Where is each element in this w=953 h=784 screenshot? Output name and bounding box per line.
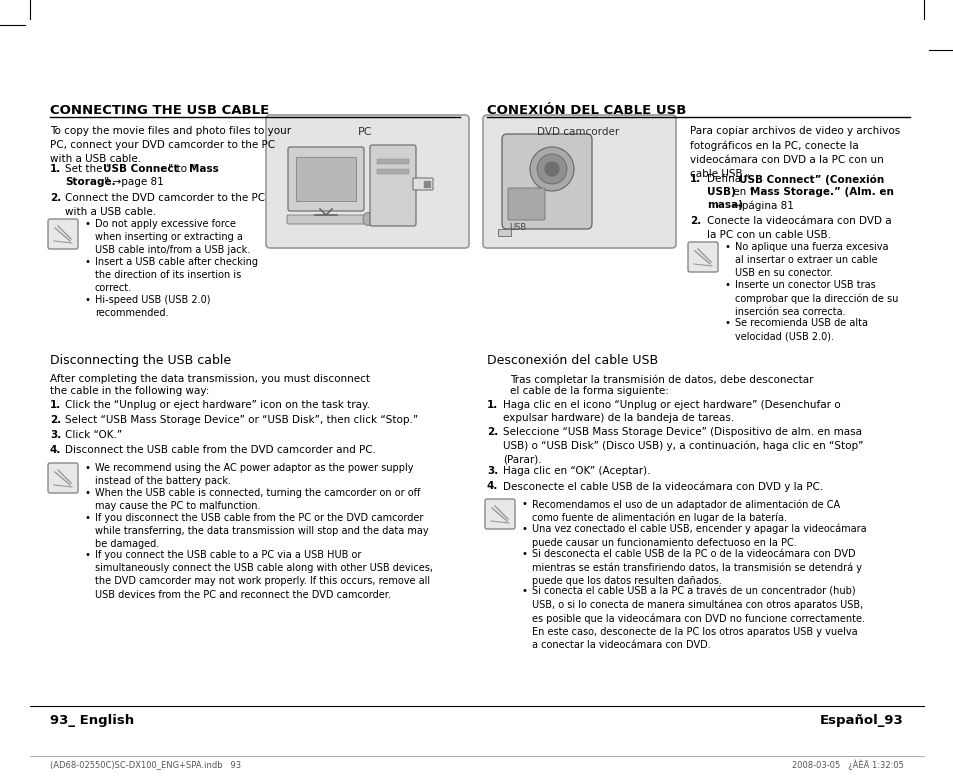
Ellipse shape — [363, 212, 373, 226]
Text: •: • — [521, 586, 527, 596]
Text: Haga clic en el icono “Unplug or eject hardware” (Desenchufar o
expulsar hardwar: Haga clic en el icono “Unplug or eject h… — [502, 400, 840, 423]
Text: 2.: 2. — [689, 216, 700, 226]
Text: PC: PC — [357, 127, 372, 137]
Text: 1.: 1. — [50, 164, 61, 174]
Text: No aplique una fuerza excesiva
al insertar o extraer un cable
USB en su conector: No aplique una fuerza excesiva al insert… — [734, 242, 887, 278]
Text: Mass Storage.” (Alm. en: Mass Storage.” (Alm. en — [749, 187, 893, 197]
Bar — [423, 181, 430, 187]
FancyBboxPatch shape — [295, 157, 355, 201]
Text: 3.: 3. — [50, 430, 61, 440]
Text: •: • — [521, 549, 527, 559]
FancyBboxPatch shape — [288, 147, 364, 211]
Text: 93_ English: 93_ English — [50, 714, 134, 727]
Circle shape — [537, 154, 566, 184]
Text: To copy the movie files and photo files to your
PC, connect your DVD camcorder t: To copy the movie files and photo files … — [50, 126, 291, 164]
Text: Connect the DVD camcorder to the PC
with a USB cable.: Connect the DVD camcorder to the PC with… — [65, 193, 265, 217]
FancyBboxPatch shape — [687, 242, 718, 272]
Text: 2.: 2. — [50, 193, 61, 203]
FancyBboxPatch shape — [48, 219, 78, 249]
Text: •: • — [85, 513, 91, 523]
Text: Mass: Mass — [189, 164, 218, 174]
Text: When the USB cable is connected, turning the camcorder on or off
may cause the P: When the USB cable is connected, turning… — [95, 488, 420, 511]
Text: Hi-speed USB (USB 2.0)
recommended.: Hi-speed USB (USB 2.0) recommended. — [95, 295, 211, 318]
Text: Desconexión del cable USB: Desconexión del cable USB — [486, 354, 658, 367]
Text: •: • — [85, 257, 91, 267]
Text: Storage.: Storage. — [65, 177, 115, 187]
Text: •: • — [724, 242, 730, 252]
Text: Español_93: Español_93 — [820, 714, 903, 727]
Text: the cable in the following way:: the cable in the following way: — [50, 386, 209, 396]
Text: Do not apply excessive force
when inserting or extracting a
USB cable into/from : Do not apply excessive force when insert… — [95, 219, 250, 256]
Text: Set the “: Set the “ — [65, 164, 111, 174]
Text: Seleccione “USB Mass Storage Device” (Dispositivo de alm. en masa
USB) o “USB Di: Seleccione “USB Mass Storage Device” (Di… — [502, 427, 862, 464]
FancyBboxPatch shape — [48, 463, 78, 493]
FancyBboxPatch shape — [287, 215, 366, 224]
Text: Si conecta el cable USB a la PC a través de un concentrador (hub)
USB, o si lo c: Si conecta el cable USB a la PC a través… — [532, 586, 864, 650]
FancyBboxPatch shape — [484, 499, 515, 529]
Text: USB Connect: USB Connect — [103, 164, 178, 174]
Text: el cable de la forma siguiente:: el cable de la forma siguiente: — [510, 386, 668, 396]
Text: 3.: 3. — [486, 466, 497, 476]
Text: •: • — [85, 219, 91, 229]
Text: 2.: 2. — [50, 415, 61, 425]
Text: 2.: 2. — [486, 427, 497, 437]
Text: 4.: 4. — [50, 445, 61, 455]
Text: DVD camcorder: DVD camcorder — [537, 127, 618, 137]
Text: •: • — [521, 499, 527, 509]
Text: Se recomienda USB de alta
velocidad (USB 2.0).: Se recomienda USB de alta velocidad (USB… — [734, 318, 867, 341]
Text: 1.: 1. — [689, 174, 700, 184]
Text: If you connect the USB cable to a PC via a USB HUB or
simultaneously connect the: If you connect the USB cable to a PC via… — [95, 550, 433, 600]
Text: en “: en “ — [729, 187, 754, 197]
Text: Para copiar archivos de video y archivos
fotográficos en la PC, conecte la
video: Para copiar archivos de video y archivos… — [689, 126, 900, 179]
Bar — [376, 159, 409, 164]
Text: Click “OK.”: Click “OK.” — [65, 430, 122, 440]
Text: 4.: 4. — [486, 481, 497, 491]
Text: USB Connect” (Conexión: USB Connect” (Conexión — [739, 174, 883, 184]
FancyBboxPatch shape — [266, 115, 469, 248]
Text: •: • — [85, 295, 91, 305]
Bar — [376, 169, 409, 174]
Text: Si desconecta el cable USB de la PC o de la videocámara con DVD
mientras se está: Si desconecta el cable USB de la PC o de… — [532, 549, 862, 586]
Text: 1.: 1. — [486, 400, 497, 410]
Text: •: • — [521, 524, 527, 534]
Text: •: • — [85, 488, 91, 498]
Text: Una vez conectado el cable USB, encender y apagar la videocámara
puede causar un: Una vez conectado el cable USB, encender… — [532, 524, 865, 548]
Text: If you disconnect the USB cable from the PC or the DVD camcorder
while transferr: If you disconnect the USB cable from the… — [95, 513, 428, 550]
Text: •: • — [724, 280, 730, 290]
FancyBboxPatch shape — [482, 115, 676, 248]
Text: ” to “: ” to “ — [168, 164, 195, 174]
Text: CONEXIÓN DEL CABLE USB: CONEXIÓN DEL CABLE USB — [486, 104, 685, 117]
Text: Desconecte el cable USB de la videocámara con DVD y la PC.: Desconecte el cable USB de la videocámar… — [502, 481, 822, 492]
Text: •: • — [85, 550, 91, 560]
Text: masa): masa) — [706, 200, 742, 210]
FancyBboxPatch shape — [370, 145, 416, 226]
Text: Select “USB Mass Storage Device” or “USB Disk”, then click “Stop.”: Select “USB Mass Storage Device” or “USB… — [65, 415, 417, 425]
FancyBboxPatch shape — [413, 178, 433, 190]
Text: Insert a USB cable after checking
the direction of its insertion is
correct.: Insert a USB cable after checking the di… — [95, 257, 257, 293]
Circle shape — [544, 162, 558, 176]
Text: ” →page 81: ” →page 81 — [104, 177, 164, 187]
Text: We recommend using the AC power adaptor as the power supply
instead of the batte: We recommend using the AC power adaptor … — [95, 463, 413, 486]
Text: Defina “: Defina “ — [706, 174, 749, 184]
Text: Recomendamos el uso de un adaptador de alimentación de CA
como fuente de aliment: Recomendamos el uso de un adaptador de a… — [532, 499, 840, 524]
Text: (AD68-02550C)SC-DX100_ENG+SPA.indb   93: (AD68-02550C)SC-DX100_ENG+SPA.indb 93 — [50, 760, 241, 769]
FancyBboxPatch shape — [498, 230, 511, 237]
FancyBboxPatch shape — [507, 188, 544, 220]
Text: Haga clic en “OK” (Aceptar).: Haga clic en “OK” (Aceptar). — [502, 466, 650, 476]
Text: CONNECTING THE USB CABLE: CONNECTING THE USB CABLE — [50, 104, 269, 117]
Text: →página 81: →página 81 — [732, 200, 793, 210]
Circle shape — [530, 147, 574, 191]
Text: USB: USB — [509, 223, 526, 232]
Text: Inserte un conector USB tras
comprobar que la dirección de su
inserción sea corr: Inserte un conector USB tras comprobar q… — [734, 280, 898, 317]
FancyBboxPatch shape — [501, 134, 592, 229]
Text: 2008-03-05   ¿ÀÈÄ 1:32:05: 2008-03-05 ¿ÀÈÄ 1:32:05 — [791, 760, 903, 771]
Text: 1.: 1. — [50, 400, 61, 410]
Text: Disconnect the USB cable from the DVD camcorder and PC.: Disconnect the USB cable from the DVD ca… — [65, 445, 375, 455]
Text: Disconnecting the USB cable: Disconnecting the USB cable — [50, 354, 231, 367]
Text: USB): USB) — [706, 187, 735, 197]
Text: Tras completar la transmisión de datos, debe desconectar: Tras completar la transmisión de datos, … — [510, 374, 813, 384]
Text: •: • — [724, 318, 730, 328]
Text: Conecte la videocámara con DVD a
la PC con un cable USB.: Conecte la videocámara con DVD a la PC c… — [706, 216, 891, 240]
Text: •: • — [85, 463, 91, 473]
Text: Click the “Unplug or eject hardware” icon on the task tray.: Click the “Unplug or eject hardware” ico… — [65, 400, 370, 410]
